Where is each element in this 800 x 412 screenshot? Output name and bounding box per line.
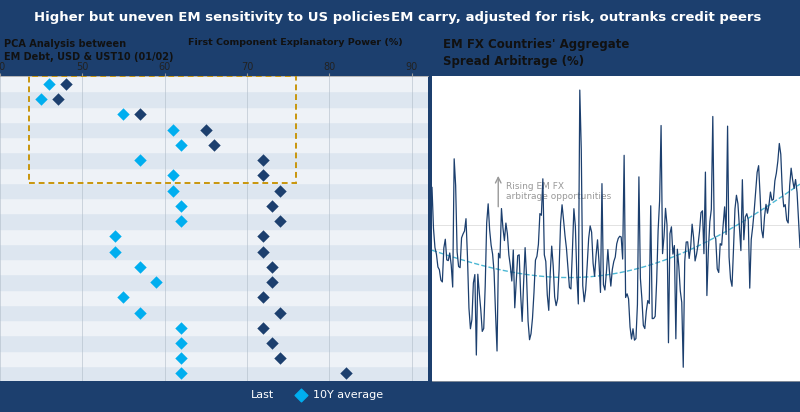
Bar — [0, 137, 428, 152]
Text: PCA Analysis between
EM Debt, USD & UST10 (01/02): PCA Analysis between EM Debt, USD & UST1… — [4, 39, 174, 61]
Point — [174, 370, 187, 377]
Bar — [0, 107, 428, 122]
Point — [274, 309, 286, 316]
Bar — [0, 122, 428, 137]
Bar — [0, 76, 428, 91]
Text: EM carry, adjusted for risk, outranks credit peers: EM carry, adjusted for risk, outranks cr… — [391, 11, 761, 24]
Point — [134, 157, 146, 163]
Point — [134, 309, 146, 316]
Text: EM FX Countries' Aggregate
Spread Arbitrage (%): EM FX Countries' Aggregate Spread Arbitr… — [443, 38, 630, 68]
Point — [257, 325, 270, 331]
Point — [257, 248, 270, 255]
Point — [274, 355, 286, 362]
Text: 10Y average: 10Y average — [313, 390, 382, 400]
Bar — [0, 152, 428, 168]
Bar — [0, 305, 428, 320]
Point — [274, 187, 286, 194]
Point — [166, 187, 179, 194]
Bar — [0, 213, 428, 229]
Bar — [0, 244, 428, 259]
Bar — [0, 259, 428, 274]
Point — [174, 218, 187, 224]
Bar — [0, 229, 428, 244]
Point — [166, 172, 179, 179]
Text: Higher but uneven EM sensitivity to US policies: Higher but uneven EM sensitivity to US p… — [34, 11, 390, 24]
Point — [174, 325, 187, 331]
Point — [266, 339, 278, 346]
Point — [134, 111, 146, 117]
Point — [274, 218, 286, 224]
Text: First Component Explanatory Power (%): First Component Explanatory Power (%) — [188, 38, 403, 47]
Point — [174, 339, 187, 346]
Point — [339, 370, 352, 377]
Point — [34, 96, 47, 102]
Bar — [0, 320, 428, 335]
Point — [51, 96, 64, 102]
Point — [257, 172, 270, 179]
Point — [150, 279, 162, 285]
Point — [266, 203, 278, 209]
Point — [257, 233, 270, 240]
Bar — [0, 366, 428, 381]
Bar — [0, 168, 428, 183]
Point — [257, 157, 270, 163]
Point — [266, 279, 278, 285]
Point — [109, 233, 122, 240]
Bar — [0, 335, 428, 351]
Bar — [0, 198, 428, 213]
Point — [134, 264, 146, 270]
Text: Rising EM FX
arbitrage opportunities: Rising EM FX arbitrage opportunities — [506, 182, 611, 201]
Bar — [0, 274, 428, 290]
Bar — [0, 183, 428, 198]
Point — [117, 111, 130, 117]
Point — [166, 126, 179, 133]
Bar — [0, 91, 428, 107]
Point — [59, 80, 72, 87]
Point — [117, 294, 130, 301]
Bar — [0, 290, 428, 305]
Bar — [0, 351, 428, 366]
Point — [109, 248, 122, 255]
Point — [174, 141, 187, 148]
Point — [174, 355, 187, 362]
Point — [199, 126, 212, 133]
Point — [43, 80, 56, 87]
Point — [208, 141, 221, 148]
Point — [257, 294, 270, 301]
Point — [266, 264, 278, 270]
Point — [174, 203, 187, 209]
Text: Last: Last — [251, 390, 274, 400]
